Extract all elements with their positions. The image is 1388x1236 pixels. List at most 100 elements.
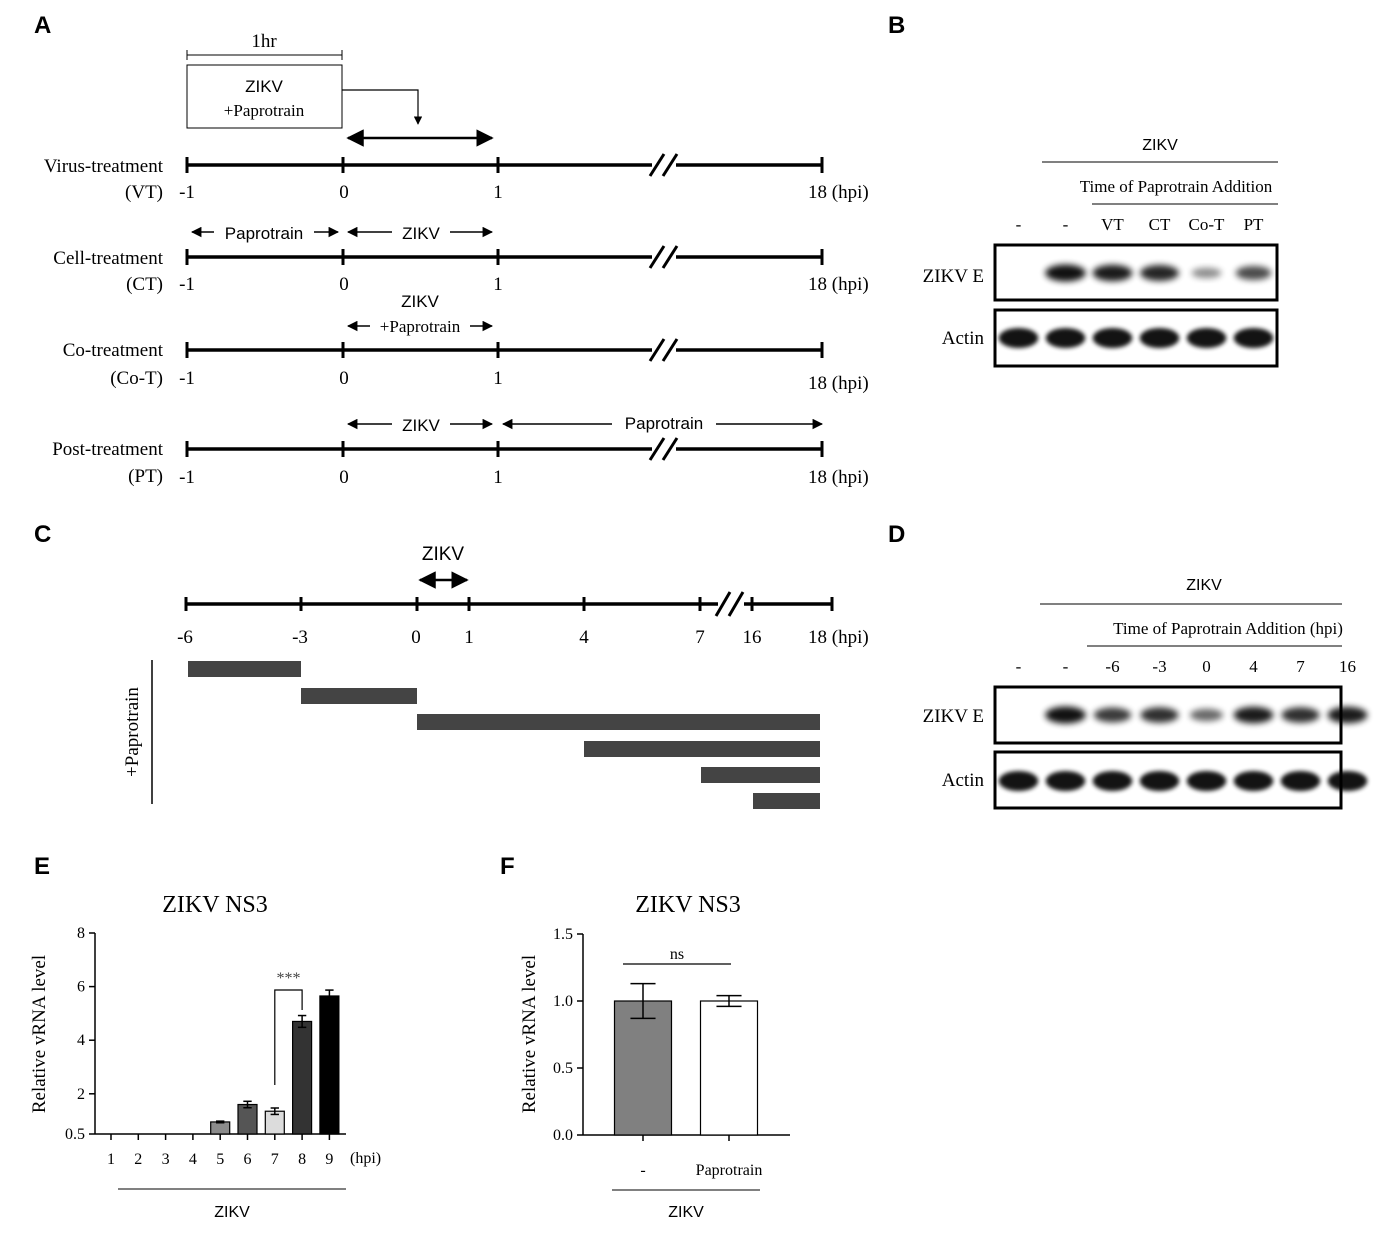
c-tick: 0: [411, 627, 421, 648]
chart-e: 0.5 2 4 6 8 1 2 3 4 5 6 7 8 9 ***: [65, 925, 346, 1168]
tick-neg1: -1: [179, 182, 195, 203]
significance-bracket: [274, 989, 303, 1085]
lane-label: VT: [1101, 215, 1124, 234]
tick-0: 0: [339, 467, 349, 488]
chart-e-xlabel: ZIKV: [214, 1204, 250, 1221]
actin-band: [1186, 771, 1227, 791]
panel-label-d: D: [888, 521, 905, 548]
box-arrow: [342, 89, 423, 125]
row-abbr-pt: (PT): [128, 466, 163, 487]
y-tick-label: 8: [77, 925, 85, 942]
tick-1: 1: [493, 368, 503, 389]
lane-label: -: [1063, 657, 1069, 676]
tick-neg1: -1: [179, 368, 195, 389]
zikv-e-band: [1139, 265, 1180, 281]
x-tick-label: 1: [107, 1151, 115, 1168]
x-tick-label: 5: [216, 1151, 224, 1168]
blot-b-row1: ZIKV E: [923, 266, 984, 287]
tick-18: 18 (hpi): [808, 373, 869, 394]
tick-0: 0: [339, 274, 349, 295]
zikv-e-band: [1092, 264, 1133, 282]
lane-label: 4: [1249, 657, 1258, 676]
actin-band: [1092, 771, 1133, 791]
panel-label-b: B: [888, 12, 905, 39]
zikv-e-band: [1327, 706, 1368, 724]
bar: [699, 1000, 759, 1136]
c-treatment-bar: [301, 688, 417, 704]
tick-0: 0: [339, 182, 349, 203]
chart-f: 0.0 0.5 1.0 1.5 - Paprotrain ns: [553, 926, 790, 1179]
zikv-e-band: [1093, 707, 1132, 723]
tick-18: 18 (hpi): [808, 274, 869, 295]
x-tick-label: 9: [325, 1151, 333, 1168]
lane-label: Co-T: [1189, 215, 1226, 234]
c-treatment-bar: [584, 741, 820, 757]
actin-band: [998, 328, 1039, 348]
x-tick-label: 2: [134, 1151, 142, 1168]
row-name-cot: Co-treatment: [63, 340, 164, 361]
pt-paprotrain-label: Paprotrain: [625, 414, 703, 433]
box-line2: +Paprotrain: [224, 101, 305, 120]
c-treatment-bar: [188, 661, 301, 677]
c-tick: -6: [177, 627, 193, 648]
actin-band: [1280, 771, 1321, 791]
actin-band: [1186, 328, 1227, 348]
actin-band: [1233, 328, 1274, 348]
panel-label-f: F: [500, 853, 515, 880]
row-name-pt: Post-treatment: [52, 439, 164, 460]
blot-b-subheader: Time of Paprotrain Addition: [1080, 177, 1273, 196]
actin-band: [1045, 771, 1086, 791]
tick-neg1: -1: [179, 274, 195, 295]
actin-band: [1139, 771, 1180, 791]
blot-d-actin: [998, 771, 1368, 791]
y-tick-label: 6: [77, 979, 85, 996]
row-name-vt: Virus-treatment: [44, 156, 164, 177]
c-tick: 16: [743, 627, 762, 648]
timeline-vt: [185, 152, 824, 178]
cot-line2: +Paprotrain: [380, 317, 461, 336]
blot-d-subheader: Time of Paprotrain Addition (hpi): [1113, 619, 1343, 638]
chart-e-title: ZIKV NS3: [162, 892, 268, 918]
zikv-e-band: [1189, 708, 1224, 722]
y-tick-label: 0.5: [553, 1060, 573, 1077]
panel-label-e: E: [34, 853, 50, 880]
y-tick-label: 0.5: [65, 1126, 85, 1143]
c-tick: -3: [292, 627, 308, 648]
y-tick-label: 0.0: [553, 1127, 573, 1144]
scale-label: 1hr: [251, 31, 277, 52]
tick-1: 1: [493, 182, 503, 203]
c-treatment-bar: [701, 767, 820, 783]
timeline-c: [184, 590, 834, 618]
tick-1: 1: [493, 274, 503, 295]
blot-b-row2: Actin: [942, 328, 985, 349]
tick-1: 1: [493, 467, 503, 488]
box-line1: ZIKV: [245, 77, 283, 96]
row-abbr-ct: (CT): [126, 274, 163, 295]
bar: [237, 1103, 258, 1135]
zikv-e-band: [1140, 707, 1179, 723]
zikv-e-band: [1233, 706, 1274, 724]
lane-label: -3: [1152, 657, 1166, 676]
y-tick-label: 1.5: [553, 926, 573, 943]
row-name-ct: Cell-treatment: [53, 248, 163, 269]
lane-label: 16: [1339, 657, 1356, 676]
timeline-pt: [185, 436, 824, 462]
ct-zikv-label: ZIKV: [402, 224, 440, 243]
blot-d-header: ZIKV: [1186, 577, 1222, 594]
x-tick-label: -: [640, 1162, 645, 1179]
c-tick: 1: [464, 627, 474, 648]
tick-0: 0: [339, 368, 349, 389]
zikv-e-band: [1045, 264, 1086, 282]
actin-band: [1139, 328, 1180, 348]
pt-zikv-label: ZIKV: [402, 416, 440, 435]
blot-b-zikv-e: [1045, 264, 1272, 282]
x-tick-label: Paprotrain: [696, 1162, 763, 1179]
lane-label: CT: [1149, 215, 1171, 234]
y-tick-label: 1.0: [553, 993, 573, 1010]
tick-18: 18 (hpi): [808, 467, 869, 488]
significance-label: ***: [276, 970, 300, 987]
lane-label: -: [1016, 657, 1022, 676]
blot-b-actin: [998, 328, 1274, 348]
x-tick-label: 7: [271, 1151, 279, 1168]
